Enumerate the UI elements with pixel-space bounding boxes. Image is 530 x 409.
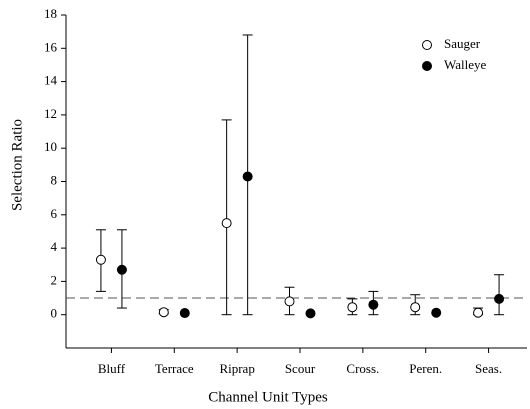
data-point <box>179 308 190 319</box>
x-tick-label: Bluff <box>98 361 126 376</box>
y-tick-label: 8 <box>51 172 58 187</box>
data-point <box>494 293 505 304</box>
y-tick-label: 14 <box>44 73 58 88</box>
y-tick-label: 12 <box>44 106 57 121</box>
y-axis-label: Selection Ratio <box>9 119 25 211</box>
y-tick-label: 6 <box>51 206 58 221</box>
x-tick-label: Peren. <box>409 361 442 376</box>
data-point <box>305 308 316 319</box>
data-point <box>368 299 379 310</box>
data-point <box>410 302 421 313</box>
legend-label: Walleye <box>444 57 486 72</box>
x-tick-label: Seas. <box>475 361 502 376</box>
y-tick-label: 4 <box>51 239 58 254</box>
y-tick-label: 2 <box>51 272 58 287</box>
legend-marker <box>422 40 432 50</box>
legend-marker <box>422 61 432 71</box>
x-tick-label: Scour <box>285 361 316 376</box>
y-tick-label: 18 <box>44 6 57 21</box>
data-point <box>95 254 106 265</box>
data-point <box>116 264 127 275</box>
x-tick-label: Cross. <box>346 361 379 376</box>
data-point <box>473 307 484 318</box>
data-point <box>347 302 358 313</box>
x-tick-label: Riprap <box>219 361 254 376</box>
data-point <box>284 296 295 307</box>
legend-label: Sauger <box>444 36 481 51</box>
x-tick-label: Terrace <box>155 361 194 376</box>
data-point <box>242 171 253 182</box>
x-axis-label: Channel Unit Types <box>208 389 328 405</box>
y-tick-label: 0 <box>51 306 58 321</box>
data-point <box>221 218 232 229</box>
data-point <box>431 307 442 318</box>
y-tick-label: 10 <box>44 139 57 154</box>
y-tick-label: 16 <box>44 39 58 54</box>
data-point <box>158 307 169 318</box>
